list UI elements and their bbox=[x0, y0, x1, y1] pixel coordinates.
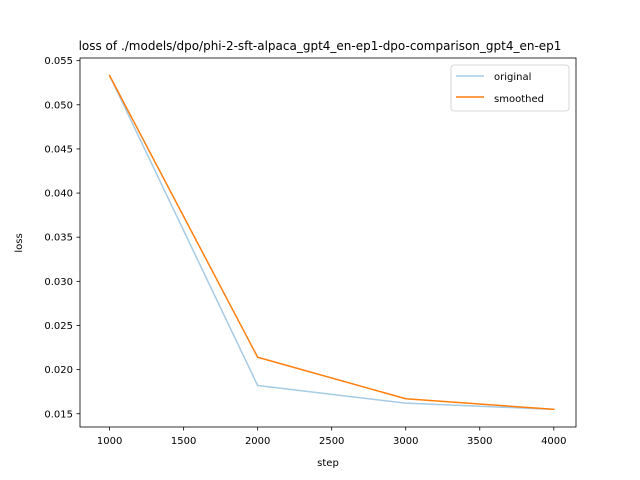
x-tick-label: 3500 bbox=[467, 436, 492, 447]
x-tick-label: 2500 bbox=[319, 436, 344, 447]
x-tick-label: 1000 bbox=[97, 436, 122, 447]
y-tick-label: 0.040 bbox=[44, 189, 73, 200]
y-tick-label: 0.035 bbox=[44, 233, 73, 244]
series-layer bbox=[108, 74, 555, 411]
plot-area bbox=[80, 58, 576, 427]
y-tick-label: 0.055 bbox=[44, 56, 73, 67]
y-axis-ticks: 0.015 0.020 0.025 0.030 0.035 0.040 0.045 0.050… bbox=[44, 56, 80, 420]
x-axis-label: step bbox=[317, 458, 339, 469]
plot-frame bbox=[79, 57, 577, 428]
series-line-original bbox=[108, 74, 555, 411]
legend-label-original: original bbox=[494, 72, 531, 83]
series-line-smoothed bbox=[108, 74, 555, 411]
axes-layer bbox=[79, 57, 577, 428]
x-tick-label: 4000 bbox=[541, 436, 566, 447]
y-tick-label: 0.050 bbox=[44, 100, 73, 111]
y-tick-label: 0.025 bbox=[44, 321, 73, 332]
x-tick-label: 3000 bbox=[393, 436, 418, 447]
x-axis-ticks: 1000 1500 2000 2500 3000 3500 4000 bbox=[97, 427, 567, 447]
y-tick-label: 0.030 bbox=[44, 277, 73, 288]
x-tick-label: 1500 bbox=[171, 436, 196, 447]
y-tick-label: 0.015 bbox=[44, 409, 73, 420]
y-tick-label: 0.045 bbox=[44, 144, 73, 155]
legend: original smoothed bbox=[450, 64, 570, 112]
x-tick-label: 2000 bbox=[245, 436, 270, 447]
y-tick-label: 0.020 bbox=[44, 365, 73, 376]
y-axis-label: loss bbox=[14, 233, 25, 252]
chart-title: loss of ./models/dpo/phi-2-sft-alpaca_gp… bbox=[79, 39, 562, 53]
legend-label-smoothed: smoothed bbox=[494, 94, 544, 105]
